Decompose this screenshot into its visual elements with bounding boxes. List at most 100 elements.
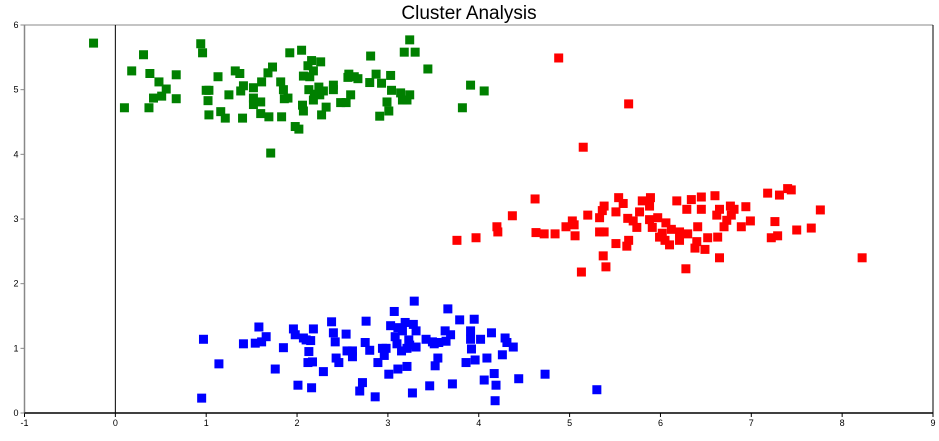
data-point-cluster-green — [410, 47, 420, 57]
data-point-cluster-green — [285, 48, 295, 58]
data-point-cluster-blue — [384, 369, 394, 379]
data-point-cluster-red — [715, 204, 725, 214]
data-point-cluster-green — [119, 103, 129, 113]
x-tick-label: 4 — [476, 418, 481, 428]
data-point-cluster-green — [154, 77, 164, 87]
data-point-cluster-red — [550, 229, 560, 239]
data-point-cluster-red — [647, 222, 657, 232]
data-point-cluster-green — [384, 106, 394, 116]
data-point-cluster-blue — [342, 346, 352, 356]
data-point-cluster-green — [294, 124, 304, 134]
data-point-cluster-blue — [381, 343, 391, 353]
data-point-cluster-blue — [373, 358, 383, 368]
data-point-cluster-green — [145, 69, 155, 78]
data-point-cluster-blue — [318, 367, 328, 377]
data-point-cluster-red — [683, 229, 693, 239]
data-point-cluster-green — [308, 95, 318, 105]
data-point-cluster-red — [774, 190, 784, 200]
data-point-cluster-red — [622, 241, 632, 251]
data-point-cluster-green — [248, 83, 258, 93]
data-point-cluster-red — [675, 227, 685, 237]
data-point-cluster-green — [328, 80, 338, 90]
data-point-cluster-blue — [397, 346, 407, 356]
data-point-cluster-red — [601, 262, 611, 272]
data-point-cluster-blue — [307, 357, 317, 367]
data-point-cluster-green — [315, 90, 325, 100]
data-point-cluster-blue — [447, 379, 457, 389]
data-point-cluster-green — [308, 66, 318, 76]
data-point-cluster-green — [298, 106, 308, 116]
data-point-cluster-green — [387, 85, 397, 95]
data-point-cluster-blue — [469, 314, 479, 324]
data-point-cluster-blue — [288, 324, 298, 334]
data-point-cluster-green — [402, 95, 412, 105]
data-point-cluster-red — [857, 253, 867, 263]
data-point-cluster-green — [314, 82, 324, 92]
data-point-cluster-blue — [347, 346, 357, 356]
data-point-cluster-red — [665, 240, 675, 250]
data-point-cluster-blue — [500, 333, 510, 343]
data-point-cluster-blue — [254, 322, 264, 332]
data-point-cluster-green — [149, 93, 159, 103]
data-point-cluster-red — [713, 232, 723, 242]
data-point-cluster-red — [693, 222, 703, 232]
data-point-cluster-green — [423, 64, 433, 74]
data-point-cluster-blue — [400, 317, 410, 327]
data-point-cluster-red — [492, 222, 502, 232]
data-point-cluster-blue — [490, 396, 500, 406]
data-point-cluster-blue — [355, 386, 365, 396]
data-point-cluster-blue — [238, 339, 248, 349]
data-point-cluster-red — [599, 227, 609, 237]
data-point-cluster-red — [712, 210, 722, 220]
data-point-cluster-red — [710, 191, 720, 201]
data-point-cluster-green — [161, 84, 171, 94]
data-point-cluster-red — [696, 204, 706, 214]
data-point-cluster-green — [343, 72, 353, 82]
data-point-cluster-blue — [408, 319, 418, 329]
data-point-cluster-red — [672, 196, 682, 206]
data-point-cluster-red — [531, 228, 541, 238]
data-point-cluster-green — [127, 66, 137, 76]
data-point-cluster-red — [624, 235, 634, 245]
data-point-cluster-green — [198, 48, 208, 58]
data-point-cluster-blue — [365, 345, 375, 355]
data-point-cluster-red — [675, 235, 685, 245]
data-point-cluster-red — [645, 215, 655, 225]
data-point-cluster-red — [773, 231, 783, 241]
data-point-cluster-blue — [341, 329, 351, 339]
data-point-cluster-blue — [411, 342, 421, 352]
data-point-cluster-blue — [389, 306, 399, 316]
data-point-cluster-green — [317, 110, 327, 120]
data-point-cluster-red — [745, 216, 755, 226]
data-point-cluster-blue — [386, 321, 396, 331]
data-point-cluster-green — [256, 109, 266, 119]
data-point-cluster-red — [576, 267, 586, 277]
data-point-cluster-green — [216, 107, 226, 117]
data-point-cluster-red — [635, 207, 645, 217]
data-point-cluster-green — [256, 97, 266, 107]
data-point-cluster-red — [806, 223, 816, 233]
data-point-cluster-red — [690, 243, 700, 253]
data-point-cluster-blue — [443, 304, 453, 314]
data-point-cluster-red — [599, 201, 609, 211]
data-point-cluster-green — [321, 102, 331, 112]
data-point-cluster-red — [530, 194, 540, 204]
data-point-cluster-green — [307, 56, 317, 66]
data-point-cluster-green — [405, 90, 415, 100]
data-point-cluster-blue — [446, 330, 456, 340]
data-point-cluster-blue — [306, 336, 316, 346]
data-point-cluster-red — [624, 99, 634, 109]
data-point-cluster-blue — [411, 326, 421, 336]
data-point-cluster-blue — [331, 353, 341, 363]
x-tick-label: 1 — [204, 418, 209, 428]
data-point-cluster-blue — [466, 334, 476, 344]
data-point-cluster-green — [204, 110, 214, 120]
data-point-cluster-red — [766, 233, 776, 243]
data-point-cluster-blue — [397, 326, 407, 336]
data-point-cluster-red — [595, 227, 605, 237]
data-point-cluster-green — [375, 111, 385, 121]
data-point-cluster-blue — [361, 316, 371, 326]
data-point-cluster-red — [657, 228, 667, 238]
